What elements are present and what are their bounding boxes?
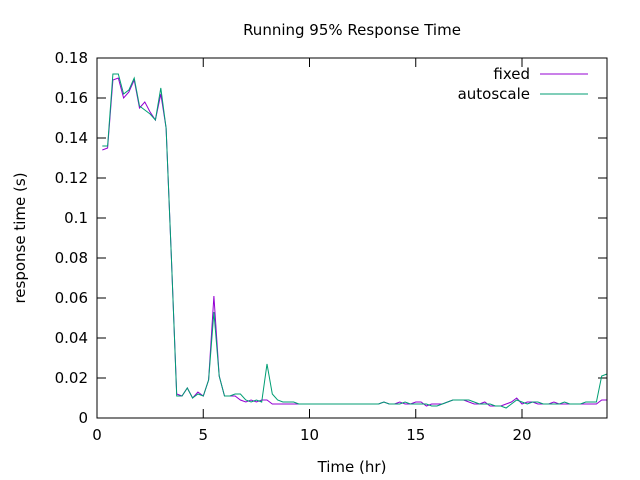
y-tick-label: 0.04: [55, 329, 88, 347]
y-axis-label: response time (s): [11, 172, 29, 303]
x-tick-label: 0: [92, 426, 102, 444]
y-tick-label: 0.02: [55, 369, 88, 387]
y-tick-label: 0.16: [55, 89, 88, 107]
plot-border: [96, 57, 608, 419]
y-tick-label: 0.06: [55, 289, 88, 307]
legend-label-fixed: fixed: [493, 65, 530, 83]
y-tick-label: 0.14: [55, 129, 88, 147]
x-tick-label: 5: [198, 426, 208, 444]
x-tick-label: 10: [300, 426, 319, 444]
y-tick-label: 0.1: [64, 209, 88, 227]
y-tick-label: 0.12: [55, 169, 88, 187]
y-tick-label: 0.08: [55, 249, 88, 267]
x-axis-label: Time (hr): [317, 458, 387, 476]
x-tick-label: 15: [406, 426, 425, 444]
y-tick-label: 0: [78, 409, 88, 427]
x-tick-label: 20: [512, 426, 531, 444]
series-line-autoscale: [102, 73, 608, 409]
chart-title: Running 95% Response Time: [243, 21, 461, 39]
series-line-fixed: [102, 77, 607, 407]
y-tick-label: 0.18: [55, 49, 88, 67]
legend-label-autoscale: autoscale: [458, 85, 530, 103]
